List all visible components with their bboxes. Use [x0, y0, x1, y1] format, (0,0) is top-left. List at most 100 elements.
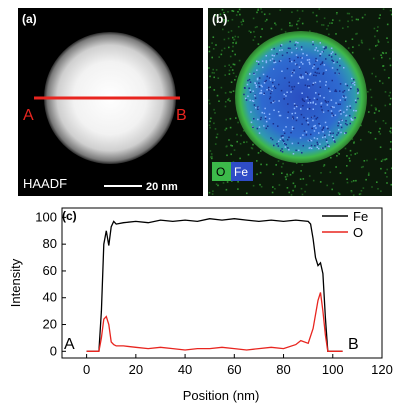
- map-noise-pixel: [230, 144, 232, 147]
- map-speckle-pixel: [299, 137, 302, 139]
- map-speckle-pixel: [269, 92, 272, 95]
- map-noise-pixel: [373, 27, 376, 30]
- map-speckle-pixel: [280, 44, 283, 46]
- map-noise-pixel: [286, 173, 288, 176]
- map-noise-pixel: [305, 183, 308, 186]
- map-speckle-pixel: [261, 60, 264, 62]
- map-noise-pixel: [359, 193, 362, 195]
- map-noise-pixel: [327, 24, 329, 27]
- map-speckle-pixel: [258, 132, 261, 134]
- map-noise-pixel: [301, 10, 304, 12]
- map-speckle-pixel: [303, 130, 306, 132]
- map-speckle-pixel: [300, 56, 302, 59]
- map-speckle-pixel: [269, 96, 272, 98]
- map-speckle-pixel: [262, 66, 264, 69]
- map-speckle-pixel: [254, 97, 257, 99]
- map-speckle-pixel: [308, 147, 310, 149]
- map-noise-pixel: [232, 10, 235, 12]
- map-speckle-pixel: [328, 134, 330, 136]
- map-speckle-pixel: [316, 146, 318, 148]
- map-speckle-pixel: [281, 148, 283, 150]
- map-speckle-pixel: [334, 141, 336, 143]
- map-noise-pixel: [232, 72, 235, 74]
- map-speckle-pixel: [343, 90, 346, 92]
- map-speckle-pixel: [338, 121, 340, 123]
- map-noise-pixel: [264, 20, 267, 22]
- map-noise-pixel: [378, 130, 380, 133]
- map-noise-pixel: [370, 104, 373, 107]
- map-noise-pixel: [252, 39, 255, 41]
- map-speckle-pixel: [250, 121, 253, 124]
- map-noise-pixel: [280, 166, 283, 168]
- map-noise-pixel: [253, 30, 255, 33]
- map-speckle-pixel: [258, 82, 260, 84]
- map-noise-pixel: [282, 162, 284, 165]
- map-noise-pixel: [302, 178, 305, 180]
- map-speckle-pixel: [243, 93, 245, 96]
- map-noise-pixel: [238, 8, 241, 11]
- map-speckle-pixel: [247, 95, 249, 97]
- map-speckle-pixel: [353, 81, 356, 84]
- map-speckle-pixel: [306, 108, 309, 110]
- map-noise-pixel: [296, 9, 299, 12]
- map-speckle-pixel: [283, 93, 285, 96]
- map-noise-pixel: [356, 32, 358, 35]
- map-speckle-pixel: [258, 86, 261, 88]
- map-speckle-pixel: [314, 49, 316, 51]
- map-noise-pixel: [339, 172, 342, 174]
- map-speckle-pixel: [321, 129, 323, 131]
- map-noise-pixel: [388, 94, 391, 97]
- map-noise-pixel: [237, 188, 239, 190]
- map-noise-pixel: [375, 75, 377, 78]
- map-noise-pixel: [308, 175, 311, 177]
- map-speckle-pixel: [277, 145, 280, 147]
- y-tick-label: 20: [43, 317, 57, 332]
- map-speckle-pixel: [357, 89, 359, 91]
- map-speckle-pixel: [291, 142, 294, 145]
- map-noise-pixel: [224, 22, 227, 24]
- map-speckle-pixel: [300, 46, 303, 48]
- map-speckle-pixel: [328, 54, 330, 56]
- map-noise-pixel: [284, 176, 287, 178]
- map-speckle-pixel: [265, 127, 267, 130]
- map-speckle-pixel: [318, 132, 320, 134]
- y-tick-label: 100: [35, 209, 57, 224]
- map-noise-pixel: [348, 12, 351, 15]
- map-noise-pixel: [214, 112, 216, 114]
- map-speckle-pixel: [282, 135, 284, 137]
- map-noise-pixel: [209, 75, 211, 78]
- map-noise-pixel: [212, 36, 215, 38]
- map-speckle-pixel: [321, 51, 323, 53]
- map-noise-pixel: [375, 108, 377, 111]
- map-noise-pixel: [382, 158, 384, 161]
- map-noise-pixel: [352, 46, 354, 48]
- map-speckle-pixel: [246, 83, 249, 86]
- map-speckle-pixel: [303, 100, 306, 102]
- map-noise-pixel: [235, 14, 238, 16]
- map-noise-pixel: [386, 168, 388, 171]
- map-speckle-pixel: [294, 104, 296, 106]
- map-noise-pixel: [213, 89, 216, 91]
- eds-map-panel: O Fe (b): [208, 8, 392, 196]
- map-noise-pixel: [335, 13, 338, 15]
- map-speckle-pixel: [340, 113, 342, 115]
- map-speckle-pixel: [315, 47, 317, 49]
- map-speckle-pixel: [286, 139, 289, 141]
- map-speckle-pixel: [324, 121, 327, 124]
- map-noise-pixel: [323, 17, 326, 20]
- map-speckle-pixel: [351, 119, 353, 121]
- map-noise-pixel: [234, 79, 236, 81]
- map-noise-pixel: [223, 19, 225, 21]
- map-noise-pixel: [389, 103, 391, 106]
- map-speckle-pixel: [273, 100, 275, 102]
- legend-label-o: O: [216, 165, 225, 179]
- legend-label-o: O: [353, 225, 363, 240]
- map-speckle-pixel: [250, 111, 252, 113]
- map-noise-pixel: [377, 188, 379, 190]
- series-line-o: [86, 292, 343, 352]
- map-speckle-pixel: [264, 80, 266, 83]
- map-speckle-pixel: [312, 43, 314, 46]
- map-noise-pixel: [351, 16, 353, 18]
- map-noise-pixel: [231, 18, 234, 21]
- map-noise-pixel: [237, 11, 239, 13]
